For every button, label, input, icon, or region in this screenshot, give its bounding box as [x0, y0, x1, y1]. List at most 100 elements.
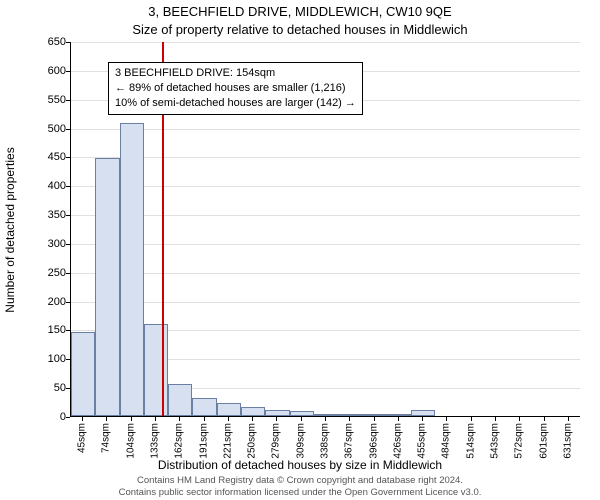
- gridline: [71, 42, 580, 43]
- y-tick-mark: [66, 302, 70, 303]
- histogram-bar: [144, 324, 168, 416]
- x-tick-mark: [446, 417, 447, 421]
- y-tick-mark: [66, 359, 70, 360]
- x-tick-mark: [179, 417, 180, 421]
- x-tick-mark: [106, 417, 107, 421]
- x-tick-label: 543sqm: [490, 423, 501, 459]
- histogram-bar: [290, 411, 314, 416]
- y-tick-label: 50: [26, 382, 66, 394]
- x-tick-label: 514sqm: [465, 423, 476, 459]
- y-tick-label: 400: [26, 180, 66, 192]
- x-tick-label: 426sqm: [392, 423, 403, 459]
- y-tick-label: 550: [26, 94, 66, 106]
- y-tick-label: 150: [26, 324, 66, 336]
- x-tick-mark: [398, 417, 399, 421]
- histogram-bar: [265, 410, 289, 416]
- x-tick-label: 572sqm: [514, 423, 525, 459]
- annotation-line2: ← 89% of detached houses are smaller (1,…: [115, 81, 356, 96]
- histogram-bar: [411, 410, 435, 416]
- y-tick-mark: [66, 273, 70, 274]
- x-tick-label: 631sqm: [562, 423, 573, 459]
- x-tick-mark: [374, 417, 375, 421]
- y-tick-label: 600: [26, 65, 66, 77]
- y-axis-label: Number of detached properties: [3, 147, 17, 312]
- y-tick-mark: [66, 100, 70, 101]
- y-tick-label: 100: [26, 353, 66, 365]
- x-tick-label: 484sqm: [441, 423, 452, 459]
- copyright-line1: Contains HM Land Registry data © Crown c…: [0, 475, 600, 486]
- gridline: [71, 129, 580, 130]
- y-tick-label: 500: [26, 123, 66, 135]
- x-tick-mark: [252, 417, 253, 421]
- y-tick-label: 650: [26, 36, 66, 48]
- y-tick-label: 250: [26, 267, 66, 279]
- x-tick-label: 601sqm: [538, 423, 549, 459]
- annotation-box: 3 BEECHFIELD DRIVE: 154sqm ← 89% of deta…: [108, 62, 363, 115]
- x-tick-label: 455sqm: [417, 423, 428, 459]
- annotation-line1: 3 BEECHFIELD DRIVE: 154sqm: [115, 66, 356, 81]
- x-tick-label: 191sqm: [198, 423, 209, 459]
- x-tick-label: 309sqm: [295, 423, 306, 459]
- x-tick-label: 396sqm: [368, 423, 379, 459]
- x-tick-mark: [519, 417, 520, 421]
- y-tick-mark: [66, 244, 70, 245]
- histogram-bar: [95, 158, 119, 416]
- gridline: [71, 157, 580, 158]
- y-tick-label: 200: [26, 296, 66, 308]
- x-tick-mark: [301, 417, 302, 421]
- x-tick-label: 104sqm: [125, 423, 136, 459]
- x-tick-label: 250sqm: [247, 423, 258, 459]
- x-tick-mark: [276, 417, 277, 421]
- y-tick-mark: [66, 186, 70, 187]
- y-tick-label: 350: [26, 209, 66, 221]
- chart-title-subtitle: Size of property relative to detached ho…: [0, 22, 600, 37]
- x-tick-label: 338sqm: [320, 423, 331, 459]
- y-tick-label: 450: [26, 151, 66, 163]
- y-tick-mark: [66, 388, 70, 389]
- histogram-bar: [120, 123, 144, 416]
- x-tick-mark: [495, 417, 496, 421]
- gridline: [71, 244, 580, 245]
- x-tick-label: 162sqm: [174, 423, 185, 459]
- y-tick-mark: [66, 330, 70, 331]
- x-tick-label: 367sqm: [344, 423, 355, 459]
- x-tick-mark: [82, 417, 83, 421]
- histogram-bar: [168, 384, 192, 416]
- x-tick-mark: [228, 417, 229, 421]
- gridline: [71, 302, 580, 303]
- x-tick-mark: [568, 417, 569, 421]
- copyright-line2: Contains public sector information licen…: [0, 487, 600, 498]
- x-tick-label: 133sqm: [150, 423, 161, 459]
- x-tick-mark: [471, 417, 472, 421]
- y-tick-mark: [66, 71, 70, 72]
- x-tick-label: 279sqm: [271, 423, 282, 459]
- histogram-bar: [71, 332, 95, 416]
- x-tick-label: 45sqm: [77, 423, 88, 453]
- x-tick-label: 74sqm: [101, 423, 112, 453]
- x-tick-label: 221sqm: [222, 423, 233, 459]
- histogram-bar: [217, 403, 241, 416]
- x-tick-mark: [349, 417, 350, 421]
- y-tick-label: 0: [26, 411, 66, 423]
- x-tick-mark: [325, 417, 326, 421]
- gridline: [71, 215, 580, 216]
- y-tick-mark: [66, 129, 70, 130]
- x-tick-mark: [422, 417, 423, 421]
- x-axis-label: Distribution of detached houses by size …: [0, 458, 600, 472]
- histogram-bar: [314, 414, 338, 416]
- x-tick-mark: [544, 417, 545, 421]
- x-tick-mark: [204, 417, 205, 421]
- histogram-bar: [192, 398, 216, 416]
- histogram-bar: [362, 414, 386, 416]
- x-tick-mark: [155, 417, 156, 421]
- y-tick-mark: [66, 215, 70, 216]
- y-tick-label: 300: [26, 238, 66, 250]
- y-tick-mark: [66, 157, 70, 158]
- annotation-line3: 10% of semi-detached houses are larger (…: [115, 96, 356, 111]
- chart-container: 3, BEECHFIELD DRIVE, MIDDLEWICH, CW10 9Q…: [0, 0, 600, 500]
- histogram-bar: [387, 414, 411, 416]
- chart-title-address: 3, BEECHFIELD DRIVE, MIDDLEWICH, CW10 9Q…: [0, 4, 600, 19]
- histogram-bar: [338, 414, 362, 416]
- y-tick-mark: [66, 417, 70, 418]
- gridline: [71, 273, 580, 274]
